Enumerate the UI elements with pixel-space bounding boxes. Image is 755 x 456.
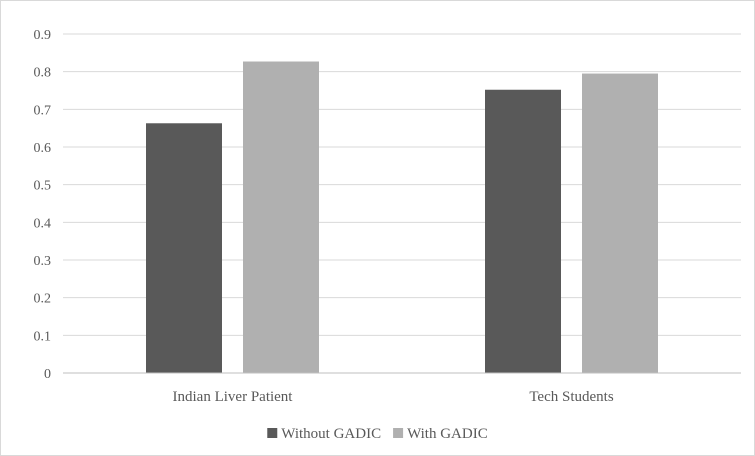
y-tick-label: 0 [44,367,51,382]
bar-with-gadic [582,73,658,374]
y-tick-label: 0.7 [34,103,52,118]
bar-with-gadic [243,61,319,373]
legend-swatch [267,428,278,438]
y-tick-label: 0.9 [34,28,52,43]
legend-label: With GADIC [407,426,488,442]
y-tick-label: 0.6 [34,141,52,156]
y-tick-label: 0.1 [34,329,52,344]
bar-without-gadic [485,89,561,373]
bars [146,61,658,374]
y-tick-label: 0.5 [34,179,52,194]
y-tick-label: 0.4 [34,216,52,231]
y-tick-label: 0.8 [34,66,52,81]
legend-swatch [393,428,404,438]
bar-without-gadic [146,123,222,374]
y-tick-label: 0.2 [34,292,52,307]
x-category-label: Tech Students [529,389,614,405]
legend: Without GADIC With GADIC [267,426,488,442]
axes: 0 0.1 0.2 0.3 0.4 0.5 0.6 0.7 0.8 0.9 Indian Liver… [34,28,741,405]
x-category-label: Indian Liver Patient [173,389,294,405]
y-tick-label: 0.3 [34,254,52,269]
legend-label: Without GADIC [281,426,381,442]
